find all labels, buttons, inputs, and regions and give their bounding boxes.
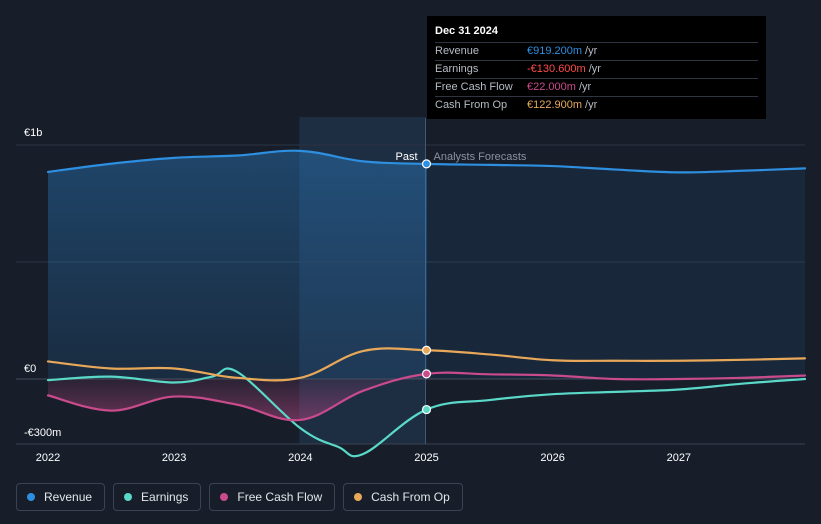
y-tick-label: €0 <box>24 363 36 375</box>
tooltip-row-cash-from-op: Cash From Op €122.900m /yr <box>435 96 758 114</box>
past-label: Past <box>395 151 417 163</box>
tooltip-date: Dec 31 2024 <box>435 25 498 37</box>
legend-label: Revenue <box>44 490 93 504</box>
tooltip-label: Cash From Op <box>435 99 508 111</box>
series-area-revenue-forecast <box>425 163 805 379</box>
tooltip-row-revenue: Revenue €919.200m /yr <box>435 42 758 60</box>
x-tick-label: 2025 <box>414 452 438 464</box>
x-tick-label: 2022 <box>36 452 60 464</box>
y-tick-label: €1b <box>24 127 42 139</box>
series-area-revenue <box>48 150 427 379</box>
data-point-cash-from-op <box>421 345 432 355</box>
legend-item-cash-from-op[interactable]: Cash From Op <box>343 483 463 511</box>
legend-label: Cash From Op <box>371 490 450 504</box>
legend-dot-icon <box>27 493 35 501</box>
tooltip-row-free-cash-flow: Free Cash Flow €22.000m /yr <box>435 78 758 96</box>
legend-dot-icon <box>220 493 229 501</box>
tooltip-value: -€130.600m <box>527 63 586 75</box>
legend-item-earnings[interactable]: Earnings <box>113 483 202 511</box>
tooltip-value: €919.200m <box>527 45 583 57</box>
y-tick-label: -€300m <box>24 427 61 439</box>
legend-dot-icon <box>354 493 363 501</box>
tooltip-label: Free Cash Flow <box>435 81 513 93</box>
legend: Revenue Earnings Free Cash Flow Cash Fro… <box>16 483 463 511</box>
legend-item-free-cash-flow[interactable]: Free Cash Flow <box>209 483 336 511</box>
tooltip-value: €22.000m <box>527 81 576 93</box>
tooltip-row-earnings: Earnings -€130.600m /yr <box>435 60 758 78</box>
series-line-earnings <box>46 367 807 458</box>
data-point-revenue <box>421 159 432 169</box>
legend-label: Free Cash Flow <box>237 490 323 504</box>
legend-label: Earnings <box>141 490 189 504</box>
tooltip-unit: /yr <box>588 63 601 75</box>
tooltip-unit: /yr <box>585 45 598 57</box>
tooltip-value: €122.900m <box>527 99 583 111</box>
tooltip-unit: /yr <box>578 81 592 93</box>
x-tick-label: 2024 <box>288 452 312 464</box>
tooltip-unit: /yr <box>585 99 598 111</box>
data-point-earnings <box>421 404 432 415</box>
forecast-label: Analysts Forecasts <box>434 151 527 163</box>
series-area-free-cash-flow <box>48 373 427 421</box>
x-tick-label: 2026 <box>540 452 564 464</box>
legend-dot-icon <box>124 493 133 501</box>
tooltip-label: Earnings <box>435 63 479 75</box>
series-line-free-cash-flow <box>46 371 807 422</box>
x-tick-label: 2023 <box>162 452 186 464</box>
legend-item-revenue[interactable]: Revenue <box>16 483 106 511</box>
tooltip-label: Revenue <box>435 45 480 57</box>
x-tick-label: 2027 <box>667 452 691 464</box>
data-point-free-cash-flow <box>421 369 432 379</box>
tooltip: Dec 31 2024 Revenue €919.200m /yr Earnin… <box>427 16 766 119</box>
